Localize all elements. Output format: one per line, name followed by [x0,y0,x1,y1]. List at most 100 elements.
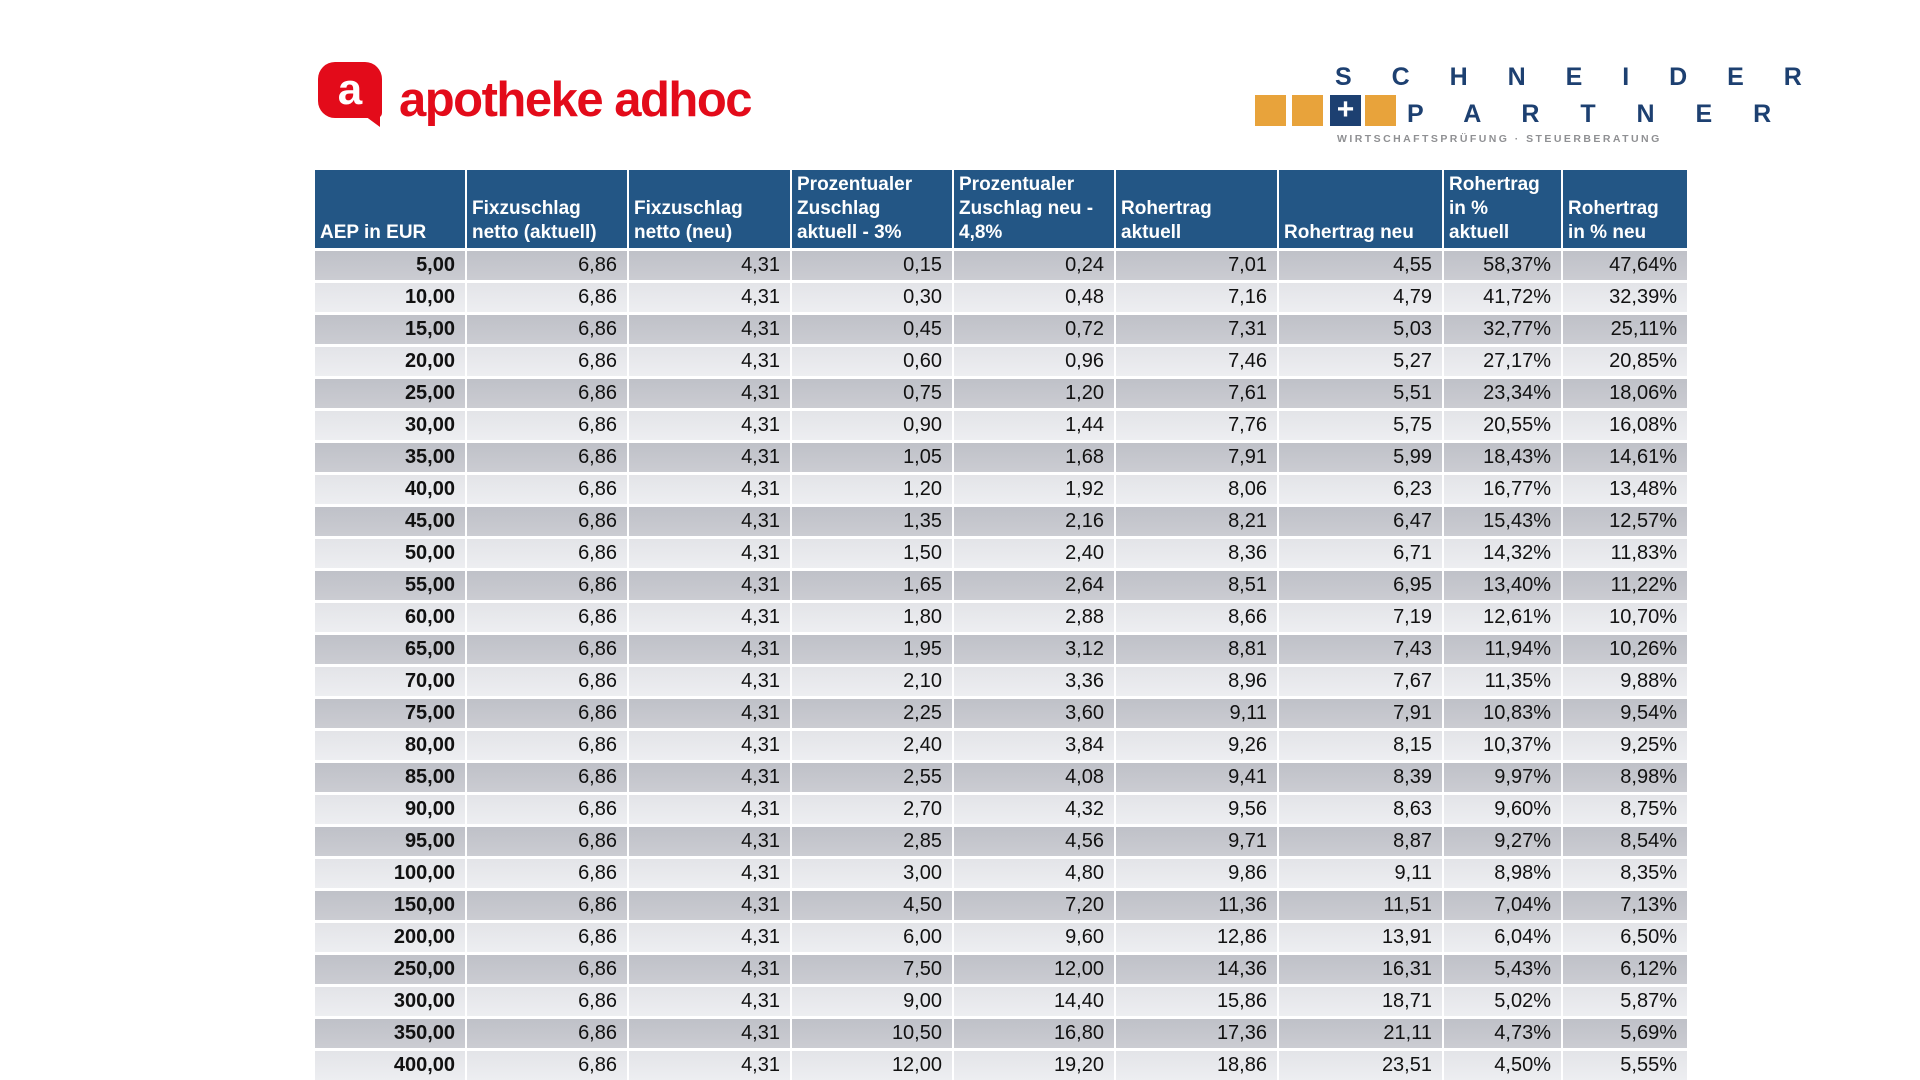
table-cell: 10,83% [1444,699,1561,728]
table-cell: 1,44 [954,411,1114,440]
column-header: Fixzuschlag netto (neu) [629,170,790,248]
table-cell: 10,26% [1563,635,1687,664]
table-cell: 7,67 [1279,667,1442,696]
speech-bubble-icon: a [318,62,382,127]
table-cell: 13,40% [1444,571,1561,600]
table-cell: 27,17% [1444,347,1561,376]
table-cell: 14,40 [954,987,1114,1016]
table-row: 200,00 6,86 4,31 6,00 9,60 12,86 13,91 6,04% 6,5… [315,923,1687,952]
table-cell: 400,00 [315,1051,465,1080]
apotheke-adhoc-logo: a apotheke adhoc [318,62,753,127]
table-row: 75,00 6,86 4,31 2,25 3,60 9,11 7,91 10,83% 9,54% [315,699,1687,728]
table-cell: 8,66 [1116,603,1277,632]
table-cell: 9,97% [1444,763,1561,792]
table-cell: 7,61 [1116,379,1277,408]
table-cell: 15,00 [315,315,465,344]
table-cell: 2,40 [954,539,1114,568]
table-cell: 7,19 [1279,603,1442,632]
table-cell: 4,31 [629,603,790,632]
table-cell: 100,00 [315,859,465,888]
table-cell: 7,43 [1279,635,1442,664]
table-cell: 150,00 [315,891,465,920]
table-cell: 0,15 [792,251,952,280]
table-cell: 23,34% [1444,379,1561,408]
table-cell: 1,20 [954,379,1114,408]
table-cell: 15,43% [1444,507,1561,536]
table-row: 5,00 6,86 4,31 0,15 0,24 7,01 4,55 58,37% 47,64% [315,251,1687,280]
table-cell: 1,20 [792,475,952,504]
table-cell: 4,31 [629,347,790,376]
table-cell: 14,61% [1563,443,1687,472]
table-cell: 4,31 [629,731,790,760]
table-cell: 75,00 [315,699,465,728]
table-cell: 32,39% [1563,283,1687,312]
table-cell: 8,98% [1444,859,1561,888]
table-cell: 15,86 [1116,987,1277,1016]
table-cell: 5,03 [1279,315,1442,344]
table-cell: 7,91 [1279,699,1442,728]
table-cell: 4,31 [629,1051,790,1080]
table-cell: 23,51 [1279,1051,1442,1080]
table-cell: 8,15 [1279,731,1442,760]
table-cell: 8,98% [1563,763,1687,792]
table-row: 70,00 6,86 4,31 2,10 3,36 8,96 7,67 11,35% 9,88% [315,667,1687,696]
table-cell: 5,69% [1563,1019,1687,1048]
table-cell: 4,50% [1444,1051,1561,1080]
table-cell: 4,31 [629,923,790,952]
table-cell: 250,00 [315,955,465,984]
table-cell: 3,36 [954,667,1114,696]
table-cell: 4,31 [629,763,790,792]
table-cell: 95,00 [315,827,465,856]
table-cell: 1,80 [792,603,952,632]
table-cell: 7,31 [1116,315,1277,344]
table-cell: 4,31 [629,283,790,312]
table-cell: 4,31 [629,379,790,408]
table-cell: 7,01 [1116,251,1277,280]
table-cell: 12,00 [954,955,1114,984]
table-row: 60,00 6,86 4,31 1,80 2,88 8,66 7,19 12,61% 10,70… [315,603,1687,632]
table-cell: 9,54% [1563,699,1687,728]
table-cell: 6,50% [1563,923,1687,952]
table-cell: 4,50 [792,891,952,920]
table-cell: 11,94% [1444,635,1561,664]
table-cell: 0,48 [954,283,1114,312]
table-cell: 2,55 [792,763,952,792]
table-cell: 1,35 [792,507,952,536]
table-cell: 9,26 [1116,731,1277,760]
table-cell: 85,00 [315,763,465,792]
aep-pricing-table: AEP in EUR Fixzuschlag netto (aktuell) Fix… [313,167,1689,1080]
table-cell: 7,13% [1563,891,1687,920]
table-cell: 8,81 [1116,635,1277,664]
table-cell: 4,08 [954,763,1114,792]
table-cell: 8,51 [1116,571,1277,600]
table-cell: 7,20 [954,891,1114,920]
table-cell: 5,75 [1279,411,1442,440]
gold-square-icon [1365,95,1396,126]
table-cell: 5,87% [1563,987,1687,1016]
table-row: 10,00 6,86 4,31 0,30 0,48 7,16 4,79 41,72% 32,39… [315,283,1687,312]
table-cell: 1,05 [792,443,952,472]
table-cell: 6,86 [467,763,627,792]
table-cell: 6,86 [467,635,627,664]
table-cell: 65,00 [315,635,465,664]
column-header: Rohertrag in % neu [1563,170,1687,248]
table-cell: 6,86 [467,411,627,440]
table-row: 30,00 6,86 4,31 0,90 1,44 7,76 5,75 20,55% 16,08… [315,411,1687,440]
table-cell: 9,41 [1116,763,1277,792]
table-cell: 6,86 [467,859,627,888]
table-row: 45,00 6,86 4,31 1,35 2,16 8,21 6,47 15,43% 12,57… [315,507,1687,536]
table-cell: 0,90 [792,411,952,440]
table-cell: 16,08% [1563,411,1687,440]
table-cell: 8,39 [1279,763,1442,792]
table-cell: 9,00 [792,987,952,1016]
table-cell: 4,80 [954,859,1114,888]
table-cell: 40,00 [315,475,465,504]
table-cell: 4,31 [629,699,790,728]
table-cell: 6,86 [467,923,627,952]
table-cell: 6,71 [1279,539,1442,568]
table-cell: 8,75% [1563,795,1687,824]
table-cell: 14,36 [1116,955,1277,984]
column-header: AEP in EUR [315,170,465,248]
table-cell: 6,86 [467,283,627,312]
column-header: Prozentualer Zuschlag aktuell - 3% [792,170,952,248]
